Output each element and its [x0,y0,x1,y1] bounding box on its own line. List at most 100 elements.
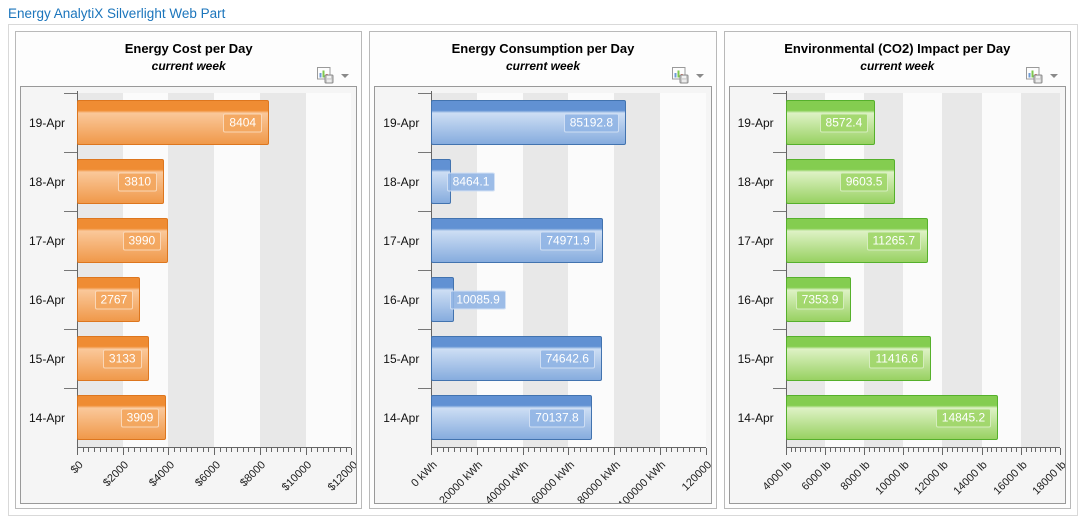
x-axis-minor-tick [898,448,900,452]
x-axis-major-tick [77,448,78,455]
x-axis-minor-tick [237,448,239,452]
x-axis-minor-tick [197,448,199,452]
category-tick [772,270,786,271]
x-axis-minor-tick [231,448,233,452]
category-tick [418,211,432,212]
x-axis-minor-tick [128,448,130,452]
x-axis-minor-tick [557,448,559,452]
x-axis-minor-tick [815,448,817,452]
x-axis-minor-tick [454,448,456,452]
bar-value-label: 70137.8 [529,408,585,427]
x-axis-minor-tick [1045,448,1047,452]
x-axis-minor-tick [294,448,296,452]
x-axis-minor-tick [937,448,939,452]
category-tick [64,211,77,212]
x-axis-minor-tick [579,448,581,452]
grid-band [259,93,306,447]
x-axis-label: 8000 lb [838,459,873,494]
chart-panel-1: Energy Cost per Day current week 8404 381… [15,31,363,509]
category-axis: 19-Apr 18-Apr 17-Apr 16-Apr 15-Apr 14-Apr [375,87,432,503]
x-axis-major-tick [522,448,524,455]
x-axis-label: $8000 [238,459,269,490]
x-axis-minor-tick [174,448,176,452]
category-tick [772,152,786,153]
x-axis-major-tick [477,448,479,455]
x-axis-label: 60000 kWh [529,459,577,504]
charts-row: Energy Cost per Day current week 8404 381… [15,31,1071,509]
x-axis-minor-tick [854,448,856,452]
chart-title: Energy Cost per Day [124,41,253,56]
x-axis-minor-tick [528,448,530,452]
x-axis-major-tick [1059,448,1061,455]
x-axis-minor-tick [849,448,851,452]
x-axis-minor-tick [819,448,821,452]
x-axis-minor-tick [878,448,880,452]
x-axis-minor-tick [1001,448,1003,452]
x-axis-major-tick [122,448,124,455]
grid-band [168,93,215,447]
value-axis-line [785,91,787,448]
x-axis-minor-tick [952,448,954,452]
x-axis-major-tick [305,448,307,455]
x-axis-minor-tick [1055,448,1057,452]
bar: 9603.5 [785,159,896,204]
category-label: 19-Apr [737,115,774,130]
x-axis-minor-tick [834,448,836,452]
x-axis-minor-tick [311,448,313,452]
category-label: 16-Apr [383,292,420,307]
x-axis-label: 14000 lb [951,459,991,498]
x-axis-minor-tick [282,448,284,452]
export-chart-button[interactable] [315,65,351,86]
x-axis-minor-tick [927,448,929,452]
x-axis-minor-tick [191,448,193,452]
x-axis-minor-tick [334,448,336,452]
x-axis-minor-tick [625,448,627,452]
x-axis-minor-tick [277,448,279,452]
grid-band [659,93,706,447]
chart-save-icon [671,67,689,84]
bar-value-label: 11265.7 [866,231,922,250]
bar: 8464.1 [431,159,496,204]
chart-title: Environmental (CO2) Impact per Day [784,41,1011,56]
x-axis-line [77,447,352,448]
x-axis-label: 10000 lb [873,459,912,498]
value-axis-line [77,91,78,448]
web-part-title[interactable]: Energy AnalytiX Silverlight Web Part [8,6,226,21]
x-axis-label: 100000 kWh [616,459,669,504]
x-axis-minor-tick [908,448,910,452]
category-tick [418,152,432,153]
export-chart-button[interactable] [1024,65,1060,86]
bar: 11265.7 [785,218,929,263]
bar-value-label: 8572.4 [819,113,869,132]
export-chart-button[interactable] [670,65,706,86]
x-axis-major-tick [1020,448,1022,455]
x-axis-minor-tick [185,448,187,452]
x-axis-minor-tick [271,448,273,452]
x-axis-minor-tick [1035,448,1037,452]
bar: 2767 [77,277,141,322]
x-axis-minor-tick [682,448,684,452]
x-axis-minor-tick [345,448,347,452]
category-label: 16-Apr [28,292,65,307]
bar-value-label: 3909 [120,408,160,427]
chart-subtitle: current week [151,59,226,73]
x-axis-major-tick [614,448,616,455]
bar: 11416.6 [785,336,931,381]
x-axis-minor-tick [971,448,973,452]
x-axis-minor-tick [922,448,924,452]
category-label: 15-Apr [28,351,65,366]
bar-value-label: 11416.6 [869,349,924,368]
x-axis-minor-tick [299,448,301,452]
x-axis-minor-tick [957,448,959,452]
x-axis-major-tick [705,448,707,455]
bar-value-label: 8464.1 [446,172,496,191]
x-axis-minor-tick [442,448,444,452]
x-axis-label: $10000 [279,459,315,494]
x-axis-label: 18000 lb [1030,459,1066,498]
category-label: 14-Apr [737,410,774,425]
x-axis-minor-tick [574,448,576,452]
x-axis-minor-tick [157,448,158,452]
x-axis-minor-tick [322,448,324,452]
x-axis-minor-tick [534,448,536,452]
plot-area: 8404 3810 3990 2767 3133 3909 $0 $2000 $4000 $600… [20,86,358,504]
